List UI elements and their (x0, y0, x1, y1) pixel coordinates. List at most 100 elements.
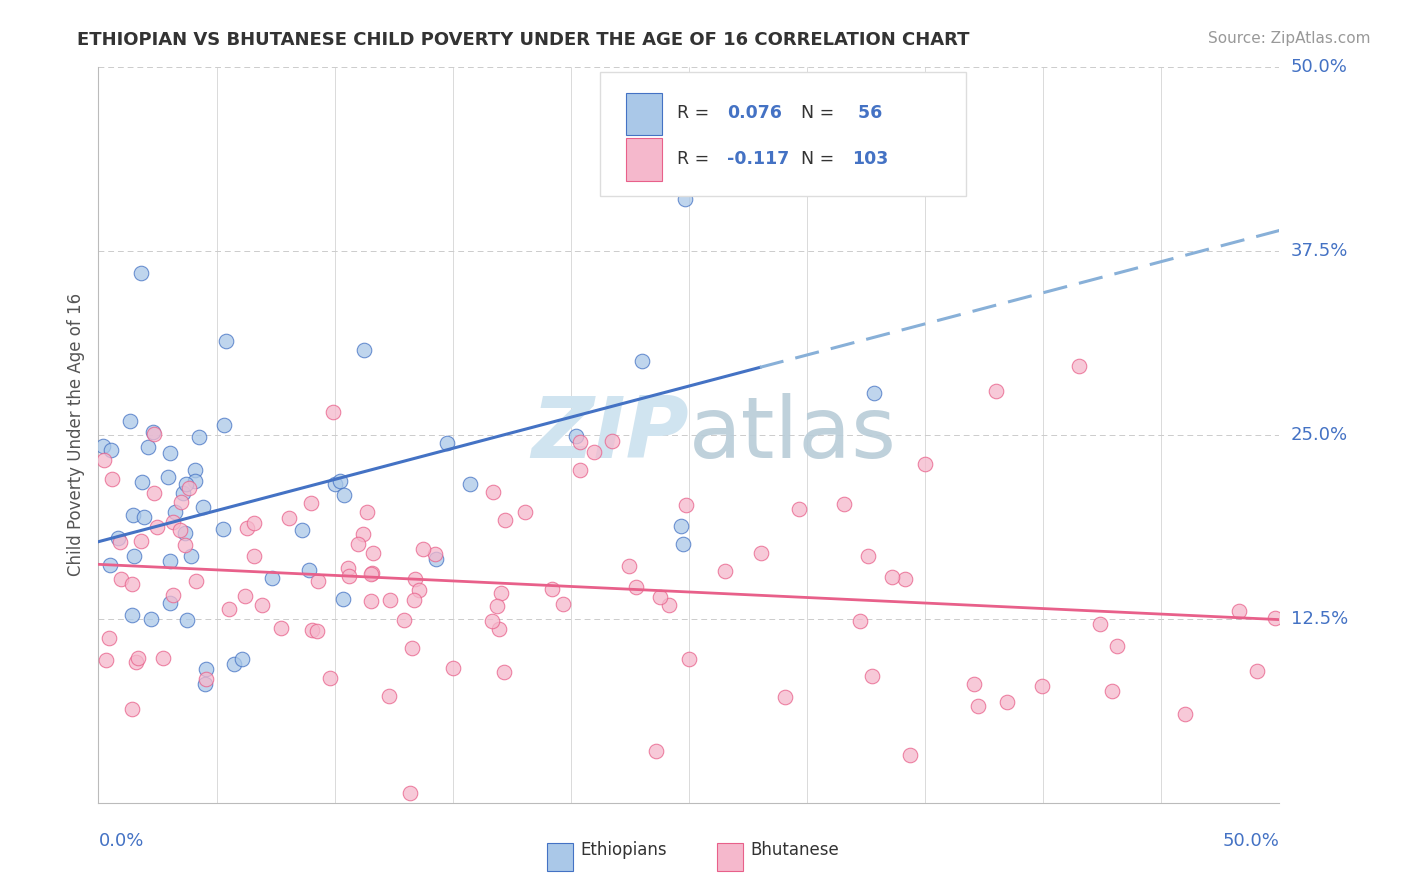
Point (482, 484, 505, 499)
Point (402, 593, 425, 607)
Point (565, 429, 588, 443)
Point (481, 614, 503, 628)
Point (678, 652, 700, 666)
Point (423, 548, 446, 562)
Point (347, 537, 370, 551)
Point (441, 661, 464, 675)
Point (176, 613, 198, 627)
Point (122, 549, 145, 564)
Point (180, 549, 202, 564)
Point (619, 558, 641, 573)
Point (174, 525, 197, 540)
Point (110, 573, 132, 587)
Point (624, 581, 647, 595)
Text: ZIP: ZIP (531, 393, 689, 476)
Point (322, 405, 344, 419)
Point (159, 446, 181, 460)
Point (129, 266, 152, 280)
Y-axis label: Child Poverty Under the Age of 16: Child Poverty Under the Age of 16 (66, 293, 84, 576)
Text: Bhutanese: Bhutanese (751, 841, 839, 859)
Point (233, 590, 256, 604)
Point (172, 486, 194, 500)
Text: R =: R = (678, 150, 714, 168)
Point (96, 652, 118, 666)
Point (157, 470, 180, 484)
Point (360, 567, 382, 582)
Point (262, 571, 284, 585)
Point (307, 574, 329, 588)
Point (360, 594, 382, 608)
Point (394, 613, 416, 627)
Text: Source: ZipAtlas.com: Source: ZipAtlas.com (1208, 31, 1371, 46)
Point (1105, 639, 1128, 653)
Point (174, 476, 197, 491)
Point (278, 511, 301, 525)
Point (860, 668, 883, 682)
Point (658, 598, 681, 612)
Point (122, 508, 145, 522)
Point (553, 597, 575, 611)
Point (319, 671, 342, 685)
Point (214, 417, 236, 432)
Point (966, 698, 988, 713)
Point (513, 505, 536, 519)
Point (488, 622, 510, 636)
Point (98, 558, 121, 573)
Point (169, 523, 191, 537)
Point (984, 384, 1007, 398)
Point (425, 552, 447, 566)
Point (236, 521, 259, 535)
Point (401, 640, 423, 655)
Point (583, 444, 606, 458)
Point (193, 500, 215, 514)
Point (337, 569, 360, 583)
Point (675, 498, 697, 512)
Point (832, 497, 855, 511)
Point (118, 414, 141, 428)
Point (323, 476, 346, 491)
Point (270, 621, 292, 635)
Point (1101, 684, 1123, 698)
Point (858, 549, 880, 563)
Point (132, 510, 155, 524)
Point (749, 546, 772, 560)
Point (356, 505, 378, 519)
Point (100, 443, 122, 458)
Point (600, 434, 623, 448)
Point (301, 623, 323, 637)
Point (399, 786, 422, 800)
Point (844, 74, 866, 88)
Point (218, 602, 240, 616)
Point (215, 334, 238, 349)
Point (894, 572, 917, 586)
Point (131, 475, 153, 490)
Point (159, 554, 181, 568)
Point (491, 585, 513, 599)
Point (195, 672, 218, 686)
Point (486, 599, 509, 613)
Point (121, 608, 143, 623)
Point (787, 501, 810, 516)
Point (361, 546, 384, 560)
Point (329, 474, 352, 488)
Point (353, 343, 375, 358)
Point (291, 523, 314, 537)
Point (672, 537, 695, 551)
Point (184, 574, 207, 589)
Point (1067, 359, 1090, 373)
Point (146, 520, 169, 534)
Text: 103: 103 (852, 150, 889, 168)
Point (669, 519, 692, 533)
Point (773, 690, 796, 704)
Point (713, 565, 735, 579)
Text: ETHIOPIAN VS BHUTANESE CHILD POVERTY UNDER THE AGE OF 16 CORRELATION CHART: ETHIOPIAN VS BHUTANESE CHILD POVERTY UND… (77, 31, 970, 49)
Point (194, 677, 217, 691)
Point (93, 453, 115, 467)
Text: Ethiopians: Ethiopians (581, 841, 666, 859)
Point (540, 582, 562, 597)
Point (333, 488, 356, 502)
Point (673, 192, 696, 206)
Point (1031, 679, 1053, 693)
Point (360, 566, 382, 580)
Point (250, 598, 273, 612)
